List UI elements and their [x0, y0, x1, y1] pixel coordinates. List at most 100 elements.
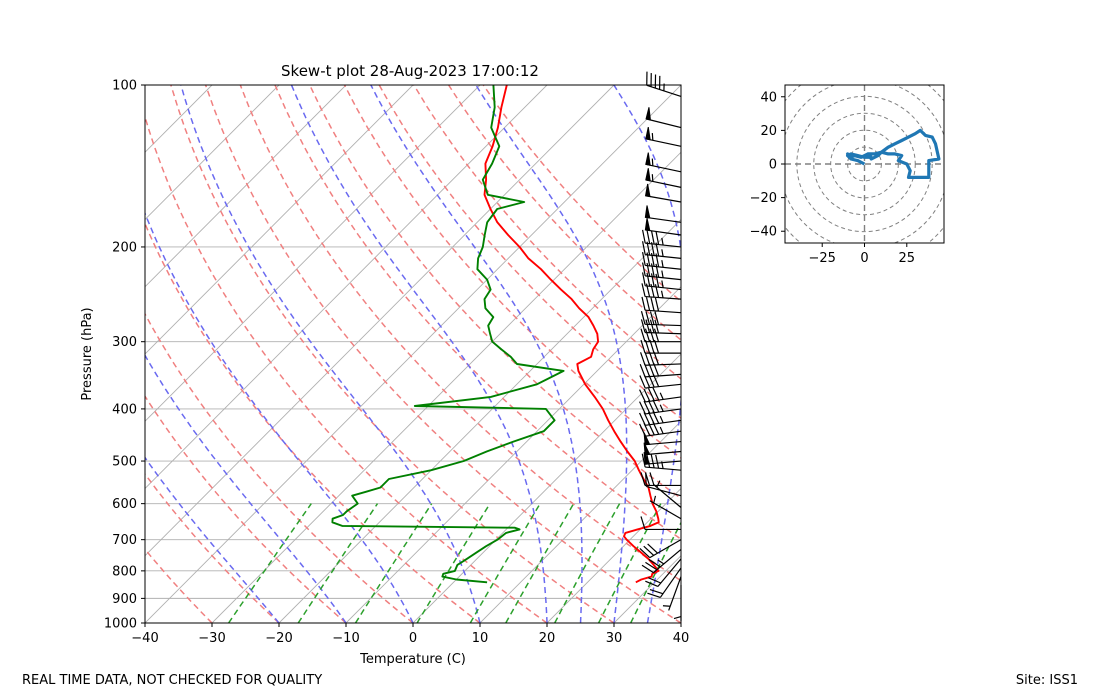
- x-axis-label: Temperature (C): [359, 652, 466, 667]
- x-tick-label: −20: [265, 631, 292, 646]
- dry-adiabat: [274, 85, 681, 541]
- isotherm-line: [546, 487, 681, 623]
- wind-barb: [640, 319, 682, 335]
- moist-adiabat: [613, 85, 681, 623]
- mixing-ratio-line: [354, 503, 433, 623]
- quality-disclaimer: REAL TIME DATA, NOT CHECKED FOR QUALITY: [22, 673, 323, 688]
- wind-barb: [640, 351, 682, 366]
- wind-barb: [649, 495, 682, 520]
- hodograph-y-tick-label: −40: [750, 225, 777, 240]
- dewpoint-profile: [331, 85, 565, 584]
- dry-adiabat: [343, 85, 681, 459]
- wind-barb: [653, 480, 682, 508]
- wind-barb: [639, 399, 682, 415]
- mixing-ratio-line: [227, 503, 312, 623]
- isotherm-line: [479, 420, 681, 623]
- wind-barb: [641, 251, 682, 270]
- x-tick-label: 10: [472, 631, 489, 646]
- wind-barb: [662, 576, 682, 611]
- isotherm-line: [145, 85, 548, 490]
- wind-barb: [641, 296, 682, 314]
- wind-barb: [645, 126, 682, 147]
- y-tick-label: 800: [112, 564, 137, 579]
- dry-adiabat: [482, 85, 681, 303]
- mixing-ratio-line: [416, 503, 491, 623]
- isotherm-line: [145, 85, 615, 557]
- moist-adiabat: [290, 85, 548, 623]
- x-tick-label: 40: [673, 631, 690, 646]
- isotherm-line: [211, 151, 681, 623]
- skewt-plot: −40 −30 −20 −10 0 10 20 30 40 100 200 300 400 500 600…: [80, 62, 689, 667]
- mixing-ratio-line: [469, 503, 541, 623]
- dry-adiabat: [145, 548, 213, 623]
- hodograph-x-tick-label: 0: [860, 251, 868, 266]
- isotherm-line: [145, 85, 213, 153]
- isotherm-line: [412, 353, 681, 623]
- isotherm-line: [145, 85, 414, 355]
- moist-adiabat: [145, 211, 414, 623]
- isotherm-line: [345, 286, 681, 623]
- dry-adiabat: [309, 85, 681, 500]
- wind-barb: [641, 549, 682, 574]
- hodograph-y-tick-label: −20: [750, 191, 777, 206]
- isotherm-line: [145, 85, 347, 288]
- site-label: Site: ISS1: [1015, 673, 1078, 688]
- x-tick-label: −10: [332, 631, 359, 646]
- y-tick-label: 400: [112, 402, 137, 417]
- dry-adiabat: [170, 85, 615, 623]
- dry-adiabat: [378, 85, 681, 420]
- hodograph-y-tick-label: 0: [769, 158, 777, 173]
- wind-barb: [644, 217, 682, 236]
- dry-adiabat: [145, 312, 414, 623]
- isotherm-line: [680, 622, 681, 623]
- hodograph-y-tick-label: 20: [760, 124, 777, 139]
- wind-barb: [640, 328, 681, 343]
- x-ticks: −40 −30 −20 −10 0 10 20 30 40: [131, 623, 689, 646]
- wind-barb: [640, 311, 682, 327]
- moist-adiabat: [370, 85, 583, 623]
- reference-lines: [145, 85, 681, 623]
- wind-barb: [645, 152, 682, 173]
- x-tick-label: 30: [606, 631, 623, 646]
- isotherm-line: [145, 85, 280, 221]
- isotherm-line: [145, 85, 481, 422]
- y-tick-label: 700: [112, 533, 137, 548]
- wind-barb: [645, 558, 682, 588]
- dry-adiabat: [447, 85, 681, 341]
- isotherm-line: [145, 85, 681, 623]
- y-axis-label: Pressure (hPa): [80, 307, 95, 400]
- wind-barb: [646, 71, 682, 97]
- wind-barb: [645, 168, 682, 188]
- x-tick-label: 20: [539, 631, 556, 646]
- mixing-ratio-line: [297, 503, 379, 623]
- y-tick-label: 600: [112, 497, 137, 512]
- x-tick-label: −30: [198, 631, 225, 646]
- sounding-profiles: [331, 85, 660, 584]
- dry-adiabat: [145, 221, 481, 623]
- wind-barb: [640, 472, 681, 487]
- wind-barb: [639, 387, 682, 403]
- hodograph-grid: [785, 85, 944, 243]
- hodograph-plot: −25 0 25 −40 −20 0 20 40: [750, 84, 945, 266]
- dry-adiabat: [239, 85, 681, 582]
- mixing-ratio-line: [630, 521, 681, 623]
- wind-barb: [641, 229, 682, 248]
- wind-barbs: [639, 71, 682, 622]
- y-tick-label: 100: [112, 79, 137, 94]
- isotherm-line: [278, 218, 681, 623]
- wind-barb: [644, 205, 682, 223]
- wind-barb: [673, 585, 682, 622]
- y-tick-label: 500: [112, 455, 137, 470]
- chart-title: Skew-t plot 28-Aug-2023 17:00:12: [281, 62, 539, 80]
- y-tick-label: 300: [112, 335, 137, 350]
- wind-barb: [639, 421, 682, 437]
- wind-barb: [641, 272, 682, 291]
- dry-adiabat: [413, 85, 681, 380]
- wind-barb: [640, 516, 681, 531]
- wind-barb: [643, 442, 682, 456]
- wind-barb: [645, 107, 682, 129]
- dry-adiabat: [145, 114, 548, 623]
- isotherm-line: [613, 555, 681, 623]
- hodograph-x-tick-label: 25: [899, 251, 916, 266]
